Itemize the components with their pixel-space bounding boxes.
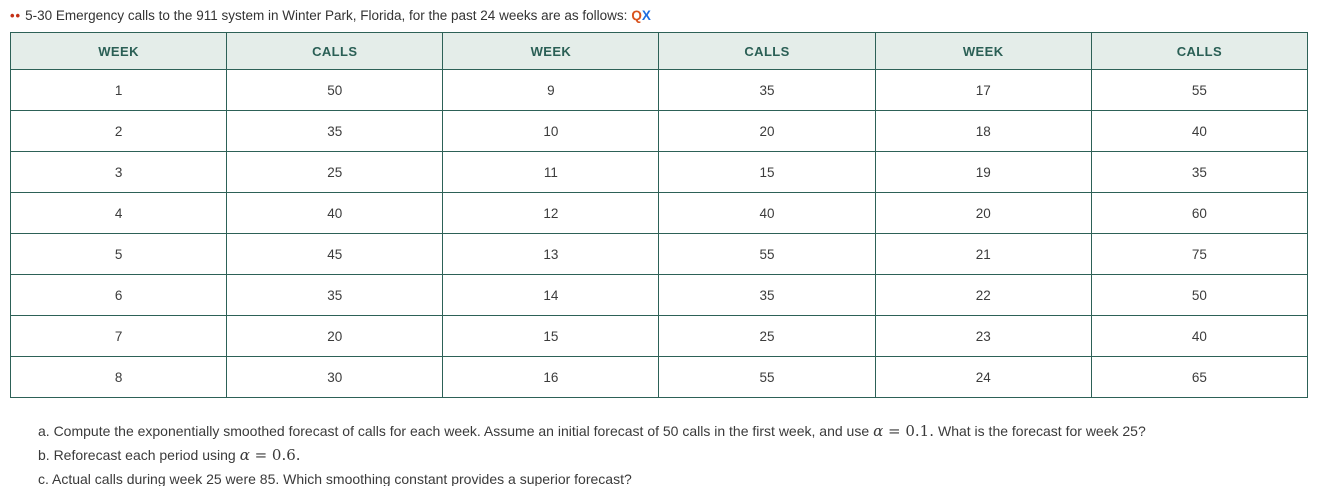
calls-cell: 40: [1090, 315, 1309, 357]
week-cell: 8: [9, 356, 228, 398]
week-cell: 19: [874, 151, 1092, 193]
week-cell: 2: [9, 110, 228, 152]
table-row: 5 45 13 55 21 75: [9, 233, 1309, 275]
table-row: 4 40 12 40 20 60: [9, 192, 1309, 234]
table-header-row: WEEK CALLS WEEK CALLS WEEK CALLS: [9, 32, 1309, 70]
calls-cell: 65: [1090, 356, 1309, 398]
question-b: b. Reforecast each period using α = 0.6.: [38, 443, 1317, 467]
calls-cell: 35: [226, 110, 444, 152]
calls-cell: 35: [226, 274, 444, 316]
calls-cell: 20: [226, 315, 444, 357]
table-row: 2 35 10 20 18 40: [9, 110, 1309, 152]
calls-cell: 55: [658, 356, 876, 398]
week-cell: 20: [874, 192, 1092, 234]
table-row: 1 50 9 35 17 55: [9, 69, 1309, 111]
week-cell: 10: [442, 110, 660, 152]
calls-cell: 55: [658, 233, 876, 275]
calls-cell: 15: [658, 151, 876, 193]
week-cell: 9: [442, 69, 660, 111]
week-cell: 7: [9, 315, 228, 357]
calls-cell: 50: [226, 69, 444, 111]
week-cell: 1: [9, 69, 228, 111]
column-header-calls-3: CALLS: [1090, 32, 1309, 70]
x-link[interactable]: X: [641, 8, 651, 23]
calls-cell: 30: [226, 356, 444, 398]
question-b-text: b. Reforecast each period using: [38, 447, 236, 463]
table-row: 8 30 16 55 24 65: [9, 356, 1309, 398]
week-cell: 12: [442, 192, 660, 234]
week-cell: 17: [874, 69, 1092, 111]
week-cell: 22: [874, 274, 1092, 316]
week-cell: 14: [442, 274, 660, 316]
calls-cell: 35: [658, 274, 876, 316]
calls-cell: 25: [658, 315, 876, 357]
calls-cell: 20: [658, 110, 876, 152]
week-cell: 18: [874, 110, 1092, 152]
table-row: 3 25 11 15 19 35: [9, 151, 1309, 193]
column-header-week-3: WEEK: [874, 32, 1092, 70]
alpha-value: = 0.1.: [883, 422, 934, 440]
question-a-post: What is the forecast for week 25?: [937, 423, 1146, 439]
week-cell: 3: [9, 151, 228, 193]
alpha-symbol: α: [873, 422, 884, 440]
calls-table: WEEK CALLS WEEK CALLS WEEK CALLS 1 50 9 …: [9, 32, 1309, 398]
alpha-symbol: α: [239, 446, 250, 464]
question-a-text: a. Compute the exponentially smoothed fo…: [38, 423, 870, 439]
calls-cell: 40: [1090, 110, 1309, 152]
question-a: a. Compute the exponentially smoothed fo…: [38, 419, 1317, 443]
difficulty-dots-icon: ••: [10, 8, 22, 23]
problem-title-text: 5-30 Emergency calls to the 911 system i…: [25, 8, 628, 23]
question-list: a. Compute the exponentially smoothed fo…: [38, 419, 1317, 486]
week-cell: 21: [874, 233, 1092, 275]
calls-cell: 50: [1090, 274, 1309, 316]
column-header-week-2: WEEK: [442, 32, 660, 70]
week-cell: 24: [874, 356, 1092, 398]
column-header-calls-2: CALLS: [658, 32, 876, 70]
problem-title-line: •• 5-30 Emergency calls to the 911 system…: [0, 0, 1317, 25]
question-c: c. Actual calls during week 25 were 85. …: [38, 467, 1317, 486]
calls-cell: 55: [1090, 69, 1309, 111]
week-cell: 4: [9, 192, 228, 234]
calls-cell: 40: [226, 192, 444, 234]
column-header-week-1: WEEK: [9, 32, 228, 70]
week-cell: 16: [442, 356, 660, 398]
week-cell: 23: [874, 315, 1092, 357]
column-header-calls-1: CALLS: [226, 32, 444, 70]
calls-cell: 75: [1090, 233, 1309, 275]
calls-cell: 35: [658, 69, 876, 111]
calls-cell: 40: [658, 192, 876, 234]
calls-cell: 45: [226, 233, 444, 275]
calls-cell: 35: [1090, 151, 1309, 193]
week-cell: 15: [442, 315, 660, 357]
alpha-equation: α = 0.1.: [873, 422, 934, 440]
calls-cell: 25: [226, 151, 444, 193]
week-cell: 5: [9, 233, 228, 275]
week-cell: 11: [442, 151, 660, 193]
week-cell: 13: [442, 233, 660, 275]
q-link[interactable]: Q: [631, 8, 642, 23]
question-c-text: c. Actual calls during week 25 were 85. …: [38, 471, 632, 486]
alpha-equation: α = 0.6.: [240, 446, 301, 464]
table-row: 7 20 15 25 23 40: [9, 315, 1309, 357]
week-cell: 6: [9, 274, 228, 316]
alpha-value: = 0.6.: [249, 446, 301, 464]
calls-cell: 60: [1090, 192, 1309, 234]
table-row: 6 35 14 35 22 50: [9, 274, 1309, 316]
